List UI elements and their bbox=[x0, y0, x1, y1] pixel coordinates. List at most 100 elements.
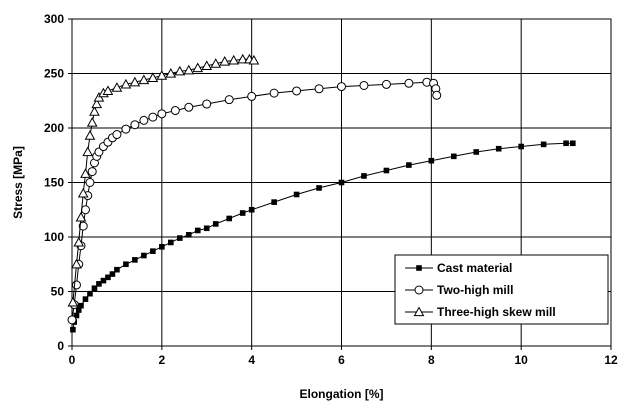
data-point bbox=[518, 143, 524, 150]
series-two-high-mill bbox=[67, 77, 442, 325]
y-tick-label: 0 bbox=[57, 339, 64, 353]
data-point bbox=[194, 227, 201, 234]
data-point bbox=[75, 307, 82, 313]
data-point bbox=[212, 221, 219, 227]
data-point bbox=[450, 153, 457, 160]
x-tick-label: 0 bbox=[69, 353, 76, 367]
data-point bbox=[404, 78, 414, 88]
data-point bbox=[184, 102, 194, 112]
data-point bbox=[89, 106, 100, 116]
data-point bbox=[540, 141, 547, 148]
data-point bbox=[147, 72, 159, 82]
y-tick-label: 250 bbox=[44, 67, 64, 81]
data-point bbox=[148, 112, 158, 122]
data-point bbox=[75, 211, 87, 222]
data-point bbox=[139, 115, 149, 125]
data-point bbox=[80, 168, 91, 178]
data-point bbox=[248, 206, 255, 213]
data-point bbox=[121, 124, 131, 134]
data-point bbox=[87, 290, 93, 297]
x-tick-label: 10 bbox=[514, 353, 528, 367]
data-point bbox=[406, 162, 412, 168]
data-point bbox=[109, 271, 116, 277]
x-tick-label: 6 bbox=[338, 353, 345, 367]
data-point bbox=[77, 187, 89, 198]
data-point bbox=[159, 244, 165, 250]
data-point bbox=[71, 280, 81, 290]
data-point bbox=[292, 86, 302, 96]
data-point bbox=[210, 58, 222, 68]
data-point bbox=[85, 178, 95, 187]
series-line bbox=[71, 81, 438, 320]
data-point bbox=[112, 130, 122, 140]
data-point bbox=[170, 106, 180, 116]
data-point bbox=[226, 215, 233, 222]
data-point bbox=[361, 173, 367, 179]
data-point bbox=[185, 232, 192, 238]
data-point bbox=[82, 146, 94, 157]
axes: 0 2 4 6 8 10 12 0 50 100 150 200 250 300 bbox=[44, 12, 618, 367]
legend-marker bbox=[416, 265, 422, 271]
x-tick-label: 12 bbox=[604, 353, 618, 367]
data-point bbox=[82, 296, 89, 302]
series-cast-material bbox=[70, 140, 576, 333]
data-point bbox=[114, 266, 120, 273]
y-tick-label: 200 bbox=[44, 121, 64, 135]
data-point bbox=[174, 65, 186, 76]
legend-label: Three-high skew mill bbox=[437, 305, 556, 319]
data-point bbox=[495, 145, 502, 152]
data-point bbox=[316, 185, 322, 191]
data-point bbox=[359, 80, 369, 90]
data-point bbox=[105, 274, 111, 281]
data-point bbox=[338, 179, 345, 186]
data-point bbox=[91, 285, 98, 292]
data-point bbox=[563, 140, 569, 147]
data-point bbox=[203, 225, 210, 232]
legend-label: Cast material bbox=[437, 261, 512, 275]
data-point bbox=[271, 199, 277, 205]
data-point bbox=[314, 84, 324, 94]
data-point bbox=[237, 53, 249, 64]
data-point bbox=[432, 90, 442, 100]
data-point bbox=[86, 117, 98, 127]
data-point bbox=[192, 62, 204, 73]
data-point bbox=[177, 235, 183, 241]
data-point bbox=[84, 130, 96, 140]
data-point bbox=[132, 257, 138, 263]
data-point bbox=[428, 157, 435, 164]
data-point bbox=[183, 64, 195, 75]
data-point bbox=[201, 60, 213, 70]
data-point bbox=[570, 140, 576, 147]
data-point bbox=[123, 261, 129, 268]
data-point bbox=[96, 281, 102, 287]
data-point bbox=[269, 88, 279, 98]
data-point bbox=[141, 252, 147, 259]
data-point bbox=[78, 302, 84, 309]
data-point bbox=[157, 109, 167, 119]
series-layer bbox=[67, 53, 576, 333]
data-point bbox=[239, 210, 246, 216]
data-point bbox=[202, 99, 212, 109]
data-point bbox=[383, 167, 390, 174]
data-point bbox=[219, 55, 231, 66]
data-point bbox=[224, 95, 234, 105]
data-point bbox=[78, 221, 88, 231]
data-point bbox=[248, 54, 260, 65]
legend-marker bbox=[414, 285, 424, 295]
data-point bbox=[138, 74, 150, 85]
y-tick-label: 50 bbox=[51, 285, 65, 299]
data-point bbox=[73, 236, 85, 247]
data-point bbox=[156, 70, 168, 80]
legend: Cast material Two-high mill Three-high ske… bbox=[394, 254, 609, 325]
x-tick-label: 2 bbox=[158, 353, 165, 367]
y-tick-label: 300 bbox=[44, 12, 64, 26]
data-point bbox=[381, 79, 391, 89]
data-point bbox=[130, 120, 140, 130]
legend-label: Two-high mill bbox=[437, 283, 513, 297]
series-three-high-skew-mill bbox=[67, 53, 260, 307]
grid-lines bbox=[72, 19, 611, 346]
data-point bbox=[102, 85, 114, 96]
data-point bbox=[247, 91, 257, 101]
y-axis-title: Stress [MPa] bbox=[11, 146, 25, 219]
